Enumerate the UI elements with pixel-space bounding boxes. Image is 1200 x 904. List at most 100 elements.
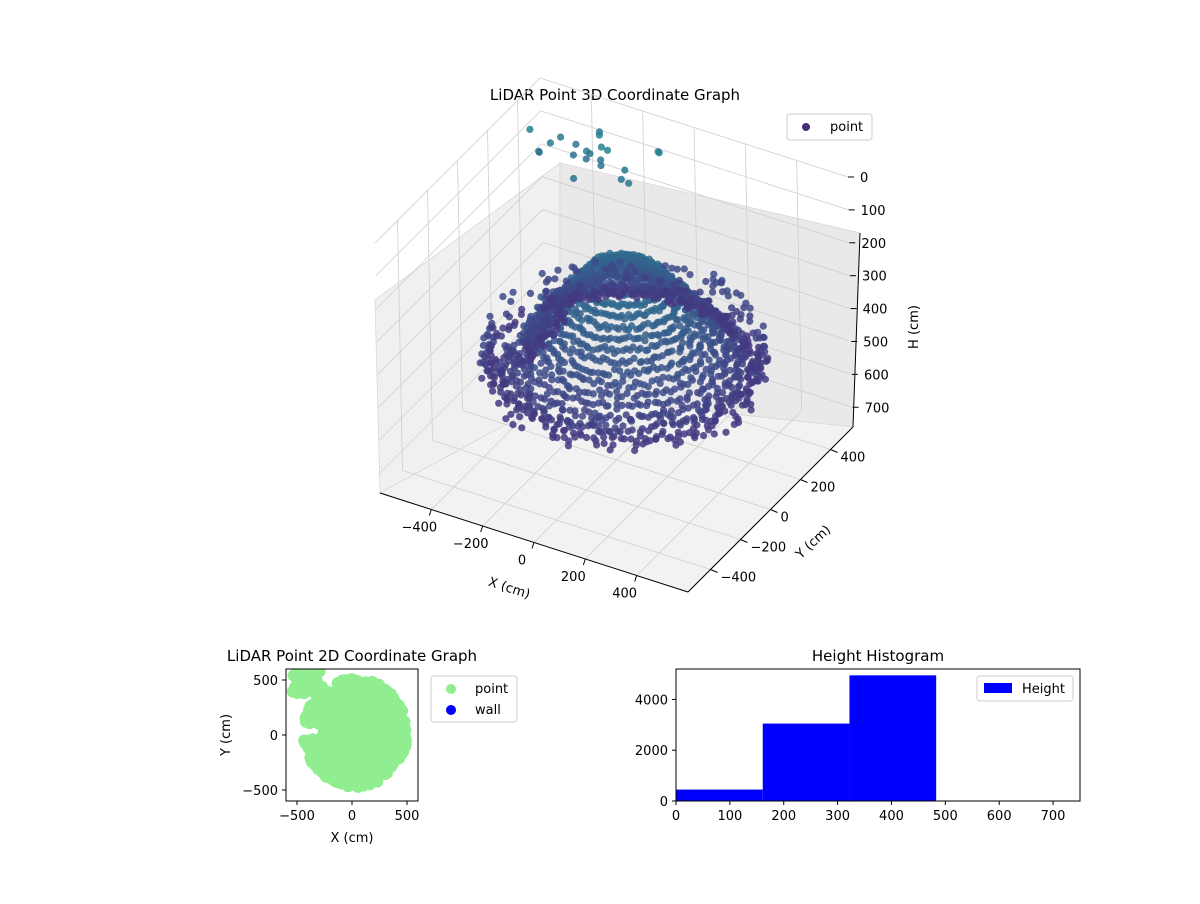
z-tick-label: 600: [864, 368, 889, 383]
histogram-ticks: 0 100 200 300 400 500 600 700 0 2000 4000: [635, 693, 1066, 824]
point-3d: [594, 369, 602, 377]
point-3d: [607, 261, 616, 269]
x-tick-label: 0: [518, 554, 526, 569]
histogram-frame: [675, 668, 1081, 802]
point-3d: [677, 344, 685, 353]
point-3d: [707, 417, 715, 425]
point-3d: [631, 367, 639, 375]
point-3d: [480, 352, 488, 360]
point-3d: [554, 376, 562, 384]
point-3d: [581, 406, 589, 414]
point-3d: [694, 389, 702, 397]
point-3d: [526, 125, 534, 133]
point-2d: [367, 690, 380, 703]
x-tick-label-hist: 0: [672, 809, 680, 824]
point-3d: [680, 355, 689, 363]
point-3d: [492, 332, 500, 340]
point-3d: [600, 433, 608, 441]
point-3d: [592, 289, 600, 297]
point-3d: [633, 392, 641, 400]
point-3d: [708, 375, 717, 383]
point-2d: [338, 749, 351, 762]
x-tick-label-hist: 200: [771, 809, 796, 824]
point-3d: [537, 394, 545, 402]
point-3d: [653, 420, 661, 428]
z-axis-line: [852, 232, 861, 428]
point-3d: [639, 440, 647, 448]
point-3d: [676, 438, 685, 446]
point-3d: [698, 301, 706, 310]
grid-line-z: [540, 110, 849, 211]
point-3d: [571, 305, 580, 313]
point-3d: [631, 378, 640, 386]
chart-3d-ticks: −400 −200 0 200 400 −400 −200 0 200 400 0 100 200 300…: [401, 171, 889, 602]
point-3d: [666, 433, 674, 441]
point-3d: [703, 310, 711, 318]
grid-line-z: [542, 209, 851, 309]
point-3d: [683, 304, 691, 312]
point-3d: [649, 363, 658, 371]
point-3d: [701, 333, 709, 341]
point-3d: [486, 312, 494, 320]
x-tick-label-hist: 300: [825, 809, 850, 824]
point-3d: [612, 335, 620, 343]
point-3d: [578, 412, 587, 420]
y-tick-label-hist: 4000: [635, 693, 668, 708]
z-tick-label: 200: [861, 237, 886, 252]
point-3d: [595, 422, 603, 430]
point-3d: [549, 303, 557, 311]
point-3d: [595, 128, 604, 136]
x-tick-label-hist: 100: [717, 809, 742, 824]
point-3d: [556, 413, 564, 421]
point-3d: [520, 357, 528, 366]
point-3d: [626, 301, 634, 309]
point-3d: [499, 293, 507, 301]
point-3d: [595, 280, 603, 288]
point-3d: [572, 140, 580, 148]
point-3d: [674, 428, 682, 436]
point-2d: [306, 671, 319, 684]
point-3d: [588, 414, 596, 422]
point-3d: [752, 375, 760, 384]
point-3d: [625, 384, 633, 392]
point-3d: [702, 365, 710, 373]
point-3d: [650, 294, 658, 302]
point-3d: [542, 288, 550, 296]
point-3d: [604, 402, 612, 410]
point-3d: [678, 401, 686, 410]
point-3d: [583, 433, 591, 442]
point-2d: [305, 681, 318, 694]
point-3d: [606, 411, 614, 419]
point-2d: [357, 706, 370, 719]
point-3d: [749, 357, 757, 365]
point-3d: [600, 439, 608, 447]
point-3d: [669, 290, 678, 299]
legend-label-point-3d: point: [830, 120, 863, 135]
point-3d: [693, 421, 701, 429]
point-3d: [510, 341, 518, 349]
point-3d: [591, 258, 600, 266]
x-axis-label-3d: X (cm): [486, 575, 532, 603]
point-3d: [609, 280, 617, 288]
point-3d: [726, 366, 734, 374]
point-3d: [604, 381, 612, 390]
point-3d: [667, 396, 675, 404]
chart-3d-legend: point: [786, 113, 873, 141]
y-tick-label-hist: 0: [660, 795, 668, 810]
point-3d: [599, 354, 607, 362]
point-3d: [536, 369, 544, 377]
y-tick-label-2d: 0: [270, 729, 278, 744]
point-3d: [590, 434, 598, 442]
point-3d: [639, 291, 647, 299]
point-3d: [569, 429, 578, 437]
point-3d: [687, 294, 696, 302]
point-3d: [659, 373, 667, 381]
point-3d: [625, 179, 633, 187]
point-3d: [657, 276, 665, 285]
point-3d: [538, 269, 546, 278]
point-3d: [558, 301, 566, 309]
point-3d: [664, 297, 672, 305]
chart-histogram-title: Height Histogram: [812, 647, 944, 665]
point-3d: [728, 304, 736, 312]
point-3d: [629, 343, 637, 351]
